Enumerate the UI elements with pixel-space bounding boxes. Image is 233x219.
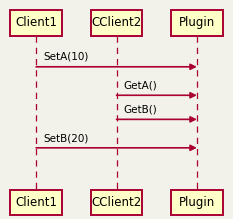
- FancyBboxPatch shape: [171, 190, 223, 215]
- Text: Plugin: Plugin: [179, 196, 215, 209]
- Text: CClient2: CClient2: [91, 196, 142, 209]
- FancyBboxPatch shape: [10, 11, 62, 36]
- Text: Client1: Client1: [15, 196, 57, 209]
- Text: GetA(): GetA(): [123, 80, 157, 90]
- Text: SetB(20): SetB(20): [43, 133, 89, 143]
- Text: Client1: Client1: [15, 16, 57, 30]
- FancyBboxPatch shape: [10, 190, 62, 215]
- FancyBboxPatch shape: [91, 190, 142, 215]
- FancyBboxPatch shape: [171, 11, 223, 36]
- Text: SetA(10): SetA(10): [43, 52, 89, 62]
- Text: Plugin: Plugin: [179, 16, 215, 30]
- FancyBboxPatch shape: [91, 11, 142, 36]
- Text: CClient2: CClient2: [91, 16, 142, 30]
- Text: GetB(): GetB(): [123, 104, 157, 115]
